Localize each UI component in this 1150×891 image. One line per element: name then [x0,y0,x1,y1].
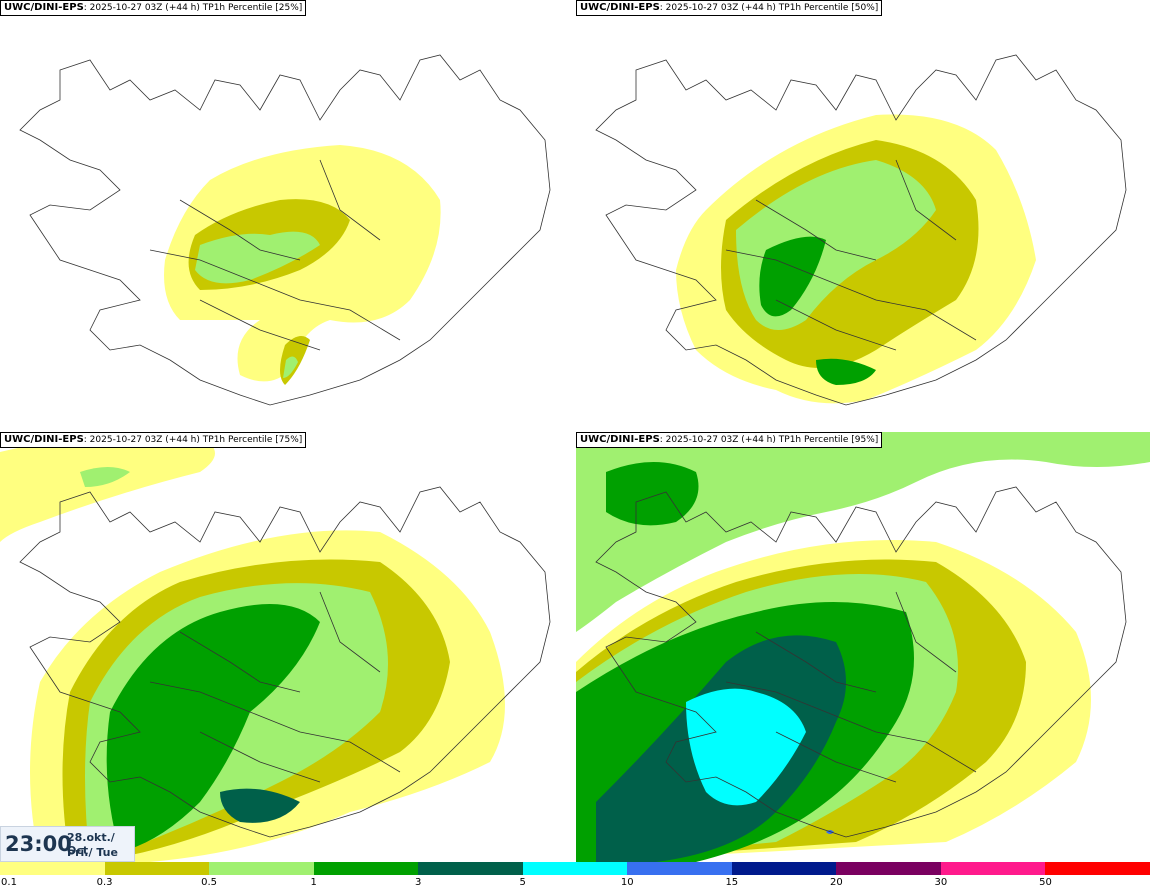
iceland-coastline [19,486,551,838]
precip-field [576,432,1150,862]
color-legend: 0.1 0.3 0.5 1 3 5 10 15 20 30 50 [0,862,1150,891]
iceland-coastline [595,486,1127,838]
map-panel-p50: UWC/DINI-EPS: 2025-10-27 03Z (+44 h) TP1… [576,0,1150,430]
legend-swatch [104,862,210,875]
legend-label: 15 [725,877,739,888]
legend-label: 30 [934,877,948,888]
legend-label: 50 [1039,877,1052,888]
legend-label: 3 [414,877,422,888]
panel-title: UWC/DINI-EPS: 2025-10-27 03Z (+44 h) TP1… [0,0,307,16]
legend-label: 5 [519,877,526,888]
legend-label: 1 [310,877,317,888]
valid-time-box: 23:00 28.okt./ Oct Þri./ Tue [0,826,135,862]
legend-swatch [418,862,523,875]
precip-map-p25 [19,54,551,406]
precip-map-p50 [595,54,1127,406]
valid-date: 28.okt./ Oct [67,831,115,857]
iceland-coastline [595,54,1127,406]
legend-color-bar [0,862,1150,875]
legend-swatch [940,862,1046,875]
map-panel-p25: UWC/DINI-EPS: 2025-10-27 03Z (+44 h) TP1… [0,0,574,430]
panel-title: UWC/DINI-EPS: 2025-10-27 03Z (+44 h) TP1… [576,432,883,448]
precip-field [676,114,1036,404]
legend-swatch [522,862,628,875]
map-panel-p95: UWC/DINI-EPS: 2025-10-27 03Z (+44 h) TP1… [576,432,1150,862]
legend-label: 0.3 [96,877,113,888]
legend-swatch [0,862,105,875]
map-panel-p75: UWC/DINI-EPS: 2025-10-27 03Z (+44 h) TP1… [0,432,574,862]
valid-weekday: Þri./ Tue [67,846,118,859]
legend-swatch [1045,862,1150,875]
precip-field [0,436,505,862]
precip-field [164,145,441,385]
panel-title: UWC/DINI-EPS: 2025-10-27 03Z (+44 h) TP1… [0,432,307,448]
legend-swatch [209,862,314,875]
precip-map-p75 [0,436,551,862]
legend-swatch [627,862,732,875]
legend-swatch [836,862,941,875]
legend-label: 20 [829,877,843,888]
legend-swatch [313,862,419,875]
iceland-coastline [19,54,551,406]
precip-map-p95 [576,432,1150,862]
legend-label: 0.1 [1,877,17,888]
legend-label: 0.5 [201,877,218,888]
panel-title: UWC/DINI-EPS: 2025-10-27 03Z (+44 h) TP1… [576,0,883,16]
legend-swatch [731,862,837,875]
legend-label: 10 [620,877,634,888]
valid-time: 23:00 [5,832,72,856]
